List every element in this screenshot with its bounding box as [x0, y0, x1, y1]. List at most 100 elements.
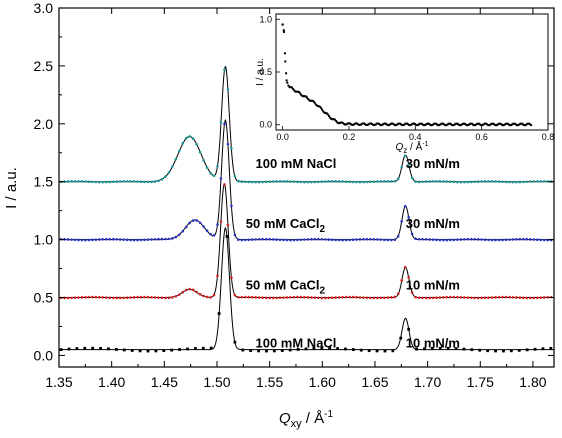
series-2-point	[209, 232, 212, 236]
inset-point	[350, 123, 353, 126]
series-1-point	[456, 295, 459, 299]
series-1-point	[341, 295, 344, 299]
inset-point	[526, 122, 529, 125]
series-3-point	[143, 180, 146, 184]
series-3-point	[73, 179, 77, 183]
series-3-point	[157, 179, 160, 183]
series-0-point	[75, 347, 79, 350]
inset-x-axis-unit-exponent: -1	[422, 141, 428, 148]
series-0-point	[249, 349, 253, 352]
series-3-point	[389, 180, 393, 183]
series-3-point	[435, 179, 438, 183]
series-2-point	[414, 237, 417, 241]
series-2-point	[146, 238, 150, 241]
series-2-point	[257, 237, 261, 241]
series-2-point	[150, 238, 153, 241]
series-0-point	[217, 312, 221, 315]
inset-point	[317, 105, 320, 108]
series-2-point	[435, 238, 438, 242]
y-tick-label: 1.0	[34, 232, 54, 248]
series-1-point	[205, 295, 209, 299]
series-2-point	[417, 237, 421, 241]
inset-point	[433, 122, 436, 125]
series-1-point	[171, 296, 174, 299]
series-2-point	[341, 238, 344, 242]
series-3-point	[351, 180, 355, 184]
series-0-point	[494, 349, 497, 353]
inset-point	[346, 122, 349, 125]
series-1-point	[348, 295, 351, 299]
inset-point	[519, 122, 522, 125]
inset-point	[465, 123, 468, 126]
series-3-point	[226, 87, 230, 91]
inset-point	[383, 122, 386, 125]
series-2-point	[153, 237, 157, 241]
inset-point	[467, 123, 470, 126]
inset-point	[302, 95, 305, 98]
series-1-point	[355, 295, 358, 299]
inset-point	[396, 123, 399, 126]
series-1-point	[174, 295, 178, 298]
series-3-point	[198, 150, 202, 154]
inset-point	[348, 122, 351, 125]
inset-point	[418, 122, 421, 125]
inset-x-axis-subscript: z	[403, 146, 407, 155]
series-1-point	[511, 295, 515, 299]
x-axis-unit: / Å	[302, 410, 325, 427]
inset-point	[438, 124, 441, 127]
series-1-point	[438, 296, 442, 299]
series-0-point	[525, 348, 529, 352]
series-0-point	[241, 348, 245, 352]
series-0-point	[91, 346, 95, 350]
inset-point	[282, 29, 285, 32]
series-2-point	[431, 238, 435, 241]
series-2-point	[184, 225, 188, 229]
series-3-point	[171, 165, 174, 168]
series-3-point	[292, 180, 296, 183]
series-0-point	[138, 349, 142, 353]
inset-point	[530, 124, 533, 127]
series-0-point	[533, 347, 537, 351]
series-3-point	[306, 180, 310, 184]
inset-point	[513, 122, 516, 125]
series-3-point	[191, 137, 195, 141]
inset-point	[329, 116, 332, 119]
series-1-point	[379, 296, 383, 300]
series-2-point	[438, 238, 442, 242]
inset-y-tick-label: 0.0	[259, 120, 272, 130]
series-3-point	[84, 180, 87, 183]
series-0-point	[367, 349, 371, 353]
series-3-point	[518, 180, 522, 184]
series-1-point	[389, 296, 393, 299]
series-1-point	[435, 296, 438, 300]
inset-point	[391, 122, 394, 125]
inset-x-tick-label: 0.0	[276, 132, 289, 142]
inset-point	[308, 99, 311, 102]
inset-point	[437, 124, 440, 127]
series-0-point	[320, 346, 324, 350]
inset-point	[310, 99, 313, 102]
inset-point	[315, 103, 318, 106]
inset-point	[314, 102, 317, 105]
series-3-point	[323, 180, 327, 183]
series-3-point	[431, 180, 435, 183]
series-2-point	[101, 238, 105, 241]
inset-point	[380, 124, 383, 127]
main-y-ticks: 0.0 0.5 1.0 1.5 2.0 2.5 3.0	[34, 0, 554, 363]
series-3-point	[417, 180, 421, 184]
series-3-point	[456, 180, 459, 184]
series-0-point	[415, 347, 418, 351]
series-1-point	[285, 296, 289, 299]
inset-point	[301, 94, 304, 97]
series-1-point	[66, 296, 70, 300]
inset-point	[347, 122, 350, 125]
series-1-point	[250, 295, 254, 299]
inset-point	[499, 123, 502, 126]
inset-point	[482, 123, 485, 126]
series-1-point	[146, 295, 150, 299]
series-3-point	[108, 180, 112, 184]
series-3-point	[174, 157, 178, 161]
series-1-point	[320, 296, 324, 300]
series-1-point	[139, 295, 143, 299]
inset-point	[397, 122, 400, 125]
